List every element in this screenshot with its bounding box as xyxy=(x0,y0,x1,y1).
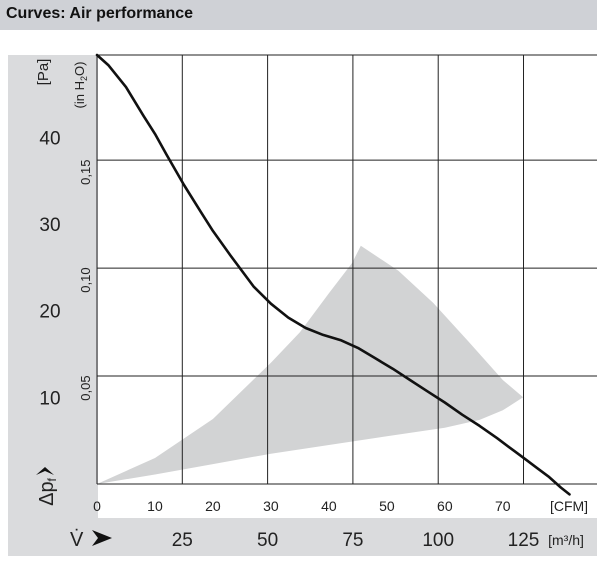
title-bar: Curves: Air performance xyxy=(0,0,597,30)
x-tick-cfm: 40 xyxy=(321,498,337,514)
x-axis-arrow-icon xyxy=(92,530,112,546)
y-axis-label: Δpf xyxy=(36,477,59,505)
page-title: Curves: Air performance xyxy=(6,5,194,22)
x-unit-cfm: [CFM] xyxy=(550,498,588,514)
x-tick-cfm: 60 xyxy=(437,498,453,514)
x-tick-m3h: 100 xyxy=(422,530,454,551)
x-tick-m3h: 125 xyxy=(508,530,540,551)
x-tick-cfm: 30 xyxy=(263,498,279,514)
y-tick-inh2o: 0,10 xyxy=(78,267,93,292)
x-tick-cfm: 70 xyxy=(495,498,511,514)
y-unit-pa: [Pa] xyxy=(35,59,52,86)
y-tick-pa: 40 xyxy=(39,128,60,149)
x-axis-label: V̇ xyxy=(70,529,84,551)
x-tick-cfm: 20 xyxy=(205,498,221,514)
y-axis-band xyxy=(8,55,98,519)
x-tick-m3h: 75 xyxy=(342,530,363,551)
y-tick-pa: 20 xyxy=(39,302,60,323)
grid-layer xyxy=(96,54,597,485)
x-tick-cfm: 0 xyxy=(93,498,101,514)
y-tick-pa: 10 xyxy=(39,388,60,409)
y-axis-arrow-icon xyxy=(36,467,54,475)
y-tick-inh2o: 0,15 xyxy=(78,160,93,185)
y-tick-pa: 30 xyxy=(39,215,60,236)
x-tick-m3h: 25 xyxy=(172,530,193,551)
x-tick-cfm: 50 xyxy=(379,498,395,514)
operating-area xyxy=(97,245,524,484)
x-unit-m3h: [m³/h] xyxy=(548,532,584,548)
operating-area-layer xyxy=(97,245,524,484)
y-tick-inh2o: 0,05 xyxy=(78,375,93,400)
x-tick-m3h: 50 xyxy=(257,530,278,551)
curve-layer xyxy=(95,53,571,496)
label-layer: [Pa] (in H2O) Δpf V̇ [CFM] [m³/h] 0 10 20 3… xyxy=(35,59,588,551)
x-tick-cfm: 10 xyxy=(147,498,163,514)
y-unit-inh2o: (in H2O) xyxy=(72,62,89,109)
performance-curve xyxy=(95,53,571,496)
